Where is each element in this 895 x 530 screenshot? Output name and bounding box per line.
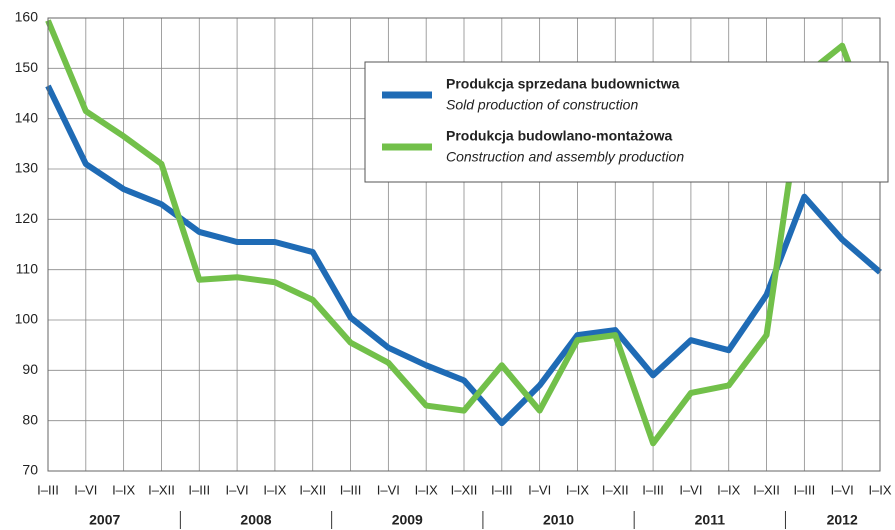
x-tick-label: I–VI bbox=[74, 482, 97, 497]
y-tick-label: 100 bbox=[15, 311, 39, 327]
legend-label-en: Construction and assembly production bbox=[446, 149, 684, 165]
series-line bbox=[45, 84, 882, 427]
y-tick-label: 90 bbox=[22, 361, 38, 377]
x-tick-label: I–VI bbox=[226, 482, 249, 497]
legend-label: Produkcja budowlano-montażowa bbox=[446, 128, 673, 144]
x-tick-label: I–VI bbox=[831, 482, 854, 497]
x-tick-label: I–III bbox=[491, 482, 513, 497]
x-tick-label: I–VI bbox=[679, 482, 702, 497]
x-tick-label: I–VI bbox=[377, 482, 400, 497]
plot: 70 80 90 100 110 120 130 140 150 160 I–III I–VI I–IX… bbox=[15, 9, 892, 529]
y-tick-label: 70 bbox=[22, 462, 38, 478]
year-label: 2007 bbox=[89, 512, 120, 528]
y-tick-label: 130 bbox=[15, 160, 39, 176]
legend-box bbox=[364, 61, 889, 183]
x-tick-label: I–III bbox=[37, 482, 59, 497]
series-line bbox=[45, 19, 883, 447]
year-label: 2012 bbox=[827, 512, 858, 528]
x-tick-label: I–III bbox=[794, 482, 816, 497]
y-tick-label: 160 bbox=[15, 9, 39, 25]
legend-label: Produkcja sprzedana budownictwa bbox=[446, 76, 680, 92]
x-tick-label: I–IX bbox=[263, 482, 286, 497]
legend-label-en: Sold production of construction bbox=[446, 97, 638, 113]
year-label: 2010 bbox=[543, 512, 574, 528]
year-label: 2008 bbox=[240, 512, 271, 528]
x-tick-label: I–IX bbox=[868, 482, 891, 497]
x-tick-label: I–XII bbox=[753, 482, 780, 497]
x-tick-label: I–XII bbox=[602, 482, 629, 497]
x-tick-label: I–IX bbox=[112, 482, 135, 497]
y-tick-label: 80 bbox=[22, 411, 38, 427]
x-tick-label: I–XII bbox=[148, 482, 175, 497]
x-tick-label: I–IX bbox=[566, 482, 589, 497]
x-tick-label: I–XII bbox=[451, 482, 478, 497]
plot-border bbox=[47, 17, 881, 472]
x-tick-label: I–III bbox=[340, 482, 362, 497]
x-tick-label: I–VI bbox=[528, 482, 551, 497]
year-label: 2009 bbox=[392, 512, 423, 528]
x-tick-label: I–III bbox=[188, 482, 210, 497]
x-tick-label: I–XII bbox=[299, 482, 326, 497]
y-tick-label: 150 bbox=[15, 59, 39, 75]
x-tick-label: I–III bbox=[642, 482, 664, 497]
y-tick-label: 120 bbox=[15, 210, 39, 226]
y-tick-label: 110 bbox=[16, 260, 39, 276]
x-tick-label: I–IX bbox=[415, 482, 438, 497]
y-tick-label: 140 bbox=[15, 109, 39, 125]
year-label: 2011 bbox=[695, 512, 726, 528]
x-tick-label: I–IX bbox=[717, 482, 740, 497]
legend: Produkcja sprzedana budownictwa Sold prod… bbox=[382, 76, 684, 165]
